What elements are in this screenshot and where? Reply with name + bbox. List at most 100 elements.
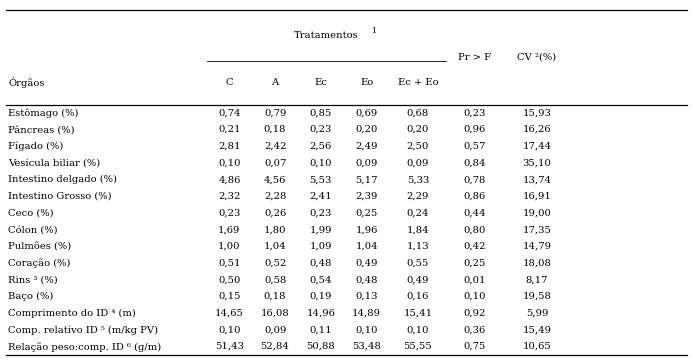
Text: 16,08: 16,08: [261, 309, 290, 318]
Text: Rins ³ (%): Rins ³ (%): [8, 276, 58, 284]
Text: Vesícula biliar (%): Vesícula biliar (%): [8, 159, 100, 167]
Text: 0,54: 0,54: [310, 276, 332, 284]
Text: 53,48: 53,48: [352, 342, 381, 351]
Text: Coração (%): Coração (%): [8, 258, 71, 268]
Text: Pulmões (%): Pulmões (%): [8, 242, 71, 251]
Text: 13,74: 13,74: [523, 175, 552, 184]
Text: 0,25: 0,25: [356, 209, 378, 217]
Text: 0,20: 0,20: [407, 125, 429, 134]
Text: 5,33: 5,33: [407, 175, 429, 184]
Text: 0,86: 0,86: [464, 192, 486, 201]
Text: 4,56: 4,56: [264, 175, 286, 184]
Text: Cólon (%): Cólon (%): [8, 225, 58, 234]
Text: 2,42: 2,42: [264, 142, 286, 151]
Text: 52,84: 52,84: [261, 342, 290, 351]
Text: 14,79: 14,79: [523, 242, 552, 251]
Text: 1,09: 1,09: [310, 242, 332, 251]
Text: 1,04: 1,04: [356, 242, 378, 251]
Text: 0,69: 0,69: [356, 109, 378, 117]
Text: Órgãos: Órgãos: [8, 77, 44, 88]
Text: Intestino Grosso (%): Intestino Grosso (%): [8, 192, 112, 201]
Text: Comp. relativo ID ⁵ (m/kg PV): Comp. relativo ID ⁵ (m/kg PV): [8, 325, 159, 335]
Text: Relação peso:comp. ID ⁶ (g/m): Relação peso:comp. ID ⁶ (g/m): [8, 342, 161, 351]
Text: 0,55: 0,55: [407, 259, 429, 268]
Text: 0,36: 0,36: [464, 326, 486, 334]
Text: 0,10: 0,10: [464, 292, 486, 301]
Text: 0,15: 0,15: [218, 292, 240, 301]
Text: 14,65: 14,65: [215, 309, 244, 318]
Text: 0,75: 0,75: [464, 342, 486, 351]
Text: Ec: Ec: [315, 78, 327, 87]
Text: 0,23: 0,23: [310, 125, 332, 134]
Text: 14,89: 14,89: [352, 309, 381, 318]
Text: 0,09: 0,09: [264, 326, 286, 334]
Text: 2,56: 2,56: [310, 142, 332, 151]
Text: 0,51: 0,51: [218, 259, 240, 268]
Text: 2,32: 2,32: [218, 192, 240, 201]
Text: 14,96: 14,96: [306, 309, 335, 318]
Text: 0,25: 0,25: [464, 259, 486, 268]
Text: 0,10: 0,10: [310, 159, 332, 167]
Text: 0,48: 0,48: [310, 259, 332, 268]
Text: 0,74: 0,74: [218, 109, 240, 117]
Text: 0,44: 0,44: [464, 209, 486, 217]
Text: 0,68: 0,68: [407, 109, 429, 117]
Text: 2,41: 2,41: [310, 192, 332, 201]
Text: Fígado (%): Fígado (%): [8, 142, 64, 151]
Text: 0,79: 0,79: [264, 109, 286, 117]
Text: A: A: [272, 78, 279, 87]
Text: 0,20: 0,20: [356, 125, 378, 134]
Text: 10,65: 10,65: [523, 342, 552, 351]
Text: Eo: Eo: [360, 78, 374, 87]
Text: 0,80: 0,80: [464, 225, 486, 234]
Text: 0,13: 0,13: [356, 292, 378, 301]
Text: 5,53: 5,53: [310, 175, 332, 184]
Text: 0,23: 0,23: [310, 209, 332, 217]
Text: 0,42: 0,42: [464, 242, 486, 251]
Text: Pr > F: Pr > F: [458, 53, 491, 62]
Text: 1,80: 1,80: [264, 225, 286, 234]
Text: 2,49: 2,49: [356, 142, 378, 151]
Text: 0,49: 0,49: [407, 276, 429, 284]
Text: 15,41: 15,41: [403, 309, 432, 318]
Text: 15,93: 15,93: [523, 109, 552, 117]
Text: 2,81: 2,81: [218, 142, 240, 151]
Text: 0,19: 0,19: [310, 292, 332, 301]
Text: Comprimento do ID ⁴ (m): Comprimento do ID ⁴ (m): [8, 309, 137, 318]
Text: 0,01: 0,01: [464, 276, 486, 284]
Text: 0,21: 0,21: [218, 125, 240, 134]
Text: Intestino delgado (%): Intestino delgado (%): [8, 175, 117, 184]
Text: 16,26: 16,26: [523, 125, 552, 134]
Text: 4,86: 4,86: [218, 175, 240, 184]
Text: 0,96: 0,96: [464, 125, 486, 134]
Text: 1,13: 1,13: [407, 242, 429, 251]
Text: 50,88: 50,88: [306, 342, 335, 351]
Text: 2,28: 2,28: [264, 192, 286, 201]
Text: Ec + Eo: Ec + Eo: [398, 78, 438, 87]
Text: 0,09: 0,09: [407, 159, 429, 167]
Text: 0,10: 0,10: [407, 326, 429, 334]
Text: 35,10: 35,10: [523, 159, 552, 167]
Text: 16,91: 16,91: [523, 192, 552, 201]
Text: 0,84: 0,84: [464, 159, 486, 167]
Text: 0,11: 0,11: [310, 326, 332, 334]
Text: 18,08: 18,08: [523, 259, 552, 268]
Text: 17,44: 17,44: [523, 142, 552, 151]
Text: 0,23: 0,23: [218, 209, 240, 217]
Text: 0,85: 0,85: [310, 109, 332, 117]
Text: 19,00: 19,00: [523, 209, 552, 217]
Text: C: C: [225, 78, 234, 87]
Text: 2,29: 2,29: [407, 192, 429, 201]
Text: 0,18: 0,18: [264, 125, 286, 134]
Text: 0,18: 0,18: [264, 292, 286, 301]
Text: 0,23: 0,23: [464, 109, 486, 117]
Text: 0,16: 0,16: [407, 292, 429, 301]
Text: 1,00: 1,00: [218, 242, 240, 251]
Text: 0,09: 0,09: [356, 159, 378, 167]
Text: Ceco (%): Ceco (%): [8, 209, 54, 217]
Text: 1,69: 1,69: [218, 225, 240, 234]
Text: 15,49: 15,49: [523, 326, 552, 334]
Text: 0,57: 0,57: [464, 142, 486, 151]
Text: 17,35: 17,35: [523, 225, 552, 234]
Text: 5,17: 5,17: [356, 175, 378, 184]
